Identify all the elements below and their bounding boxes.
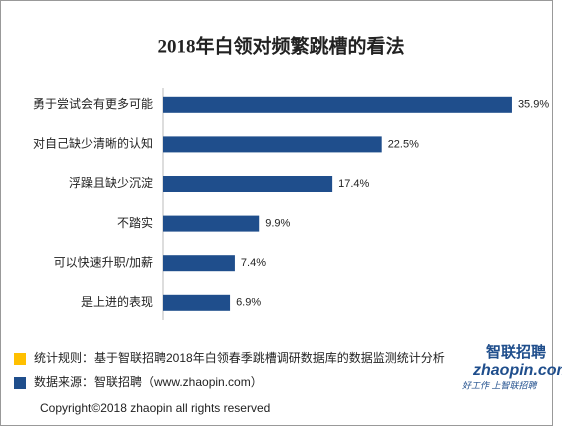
bar (163, 294, 231, 311)
value-label: 7.4% (241, 257, 266, 269)
copyright: Copyright©2018 zhaopin all rights reserv… (40, 401, 270, 415)
category-label: 不踏实 (117, 215, 153, 230)
logo-slogan: 好工作 上智联招聘 (462, 380, 538, 390)
value-label: 9.9% (265, 218, 290, 230)
category-label: 对自己缺少清晰的认知 (33, 136, 153, 151)
value-label: 6.9% (236, 297, 261, 309)
category-label: 勇于尝试会有更多可能 (33, 96, 153, 111)
footnote: 统计规则：基于智联招聘2018年白领春季跳槽调研数据库的数据监测统计分析 (34, 350, 445, 365)
footnote: 数据来源：智联招聘（www.zhaopin.com） (34, 374, 263, 389)
category-label: 可以快速升职/加薪 (54, 255, 153, 269)
bar (163, 176, 333, 192)
bar (163, 255, 235, 272)
category-label: 浮躁且缺少沉淀 (69, 175, 153, 190)
legend-swatch (14, 377, 26, 389)
value-label: 17.4% (338, 178, 369, 190)
frame (0, 0, 553, 426)
bar (163, 215, 260, 232)
logo-site: zhaopin.com (472, 362, 562, 379)
bar (163, 96, 512, 113)
legend-swatch (14, 353, 26, 365)
value-label: 22.5% (388, 138, 419, 150)
logo-brand: 智联招聘 (486, 343, 546, 361)
category-label: 是上进的表现 (81, 294, 153, 309)
chart-title: 2018年白领对频繁跳槽的看法 (157, 34, 404, 57)
bar (163, 136, 382, 153)
value-label: 35.9% (518, 99, 549, 111)
